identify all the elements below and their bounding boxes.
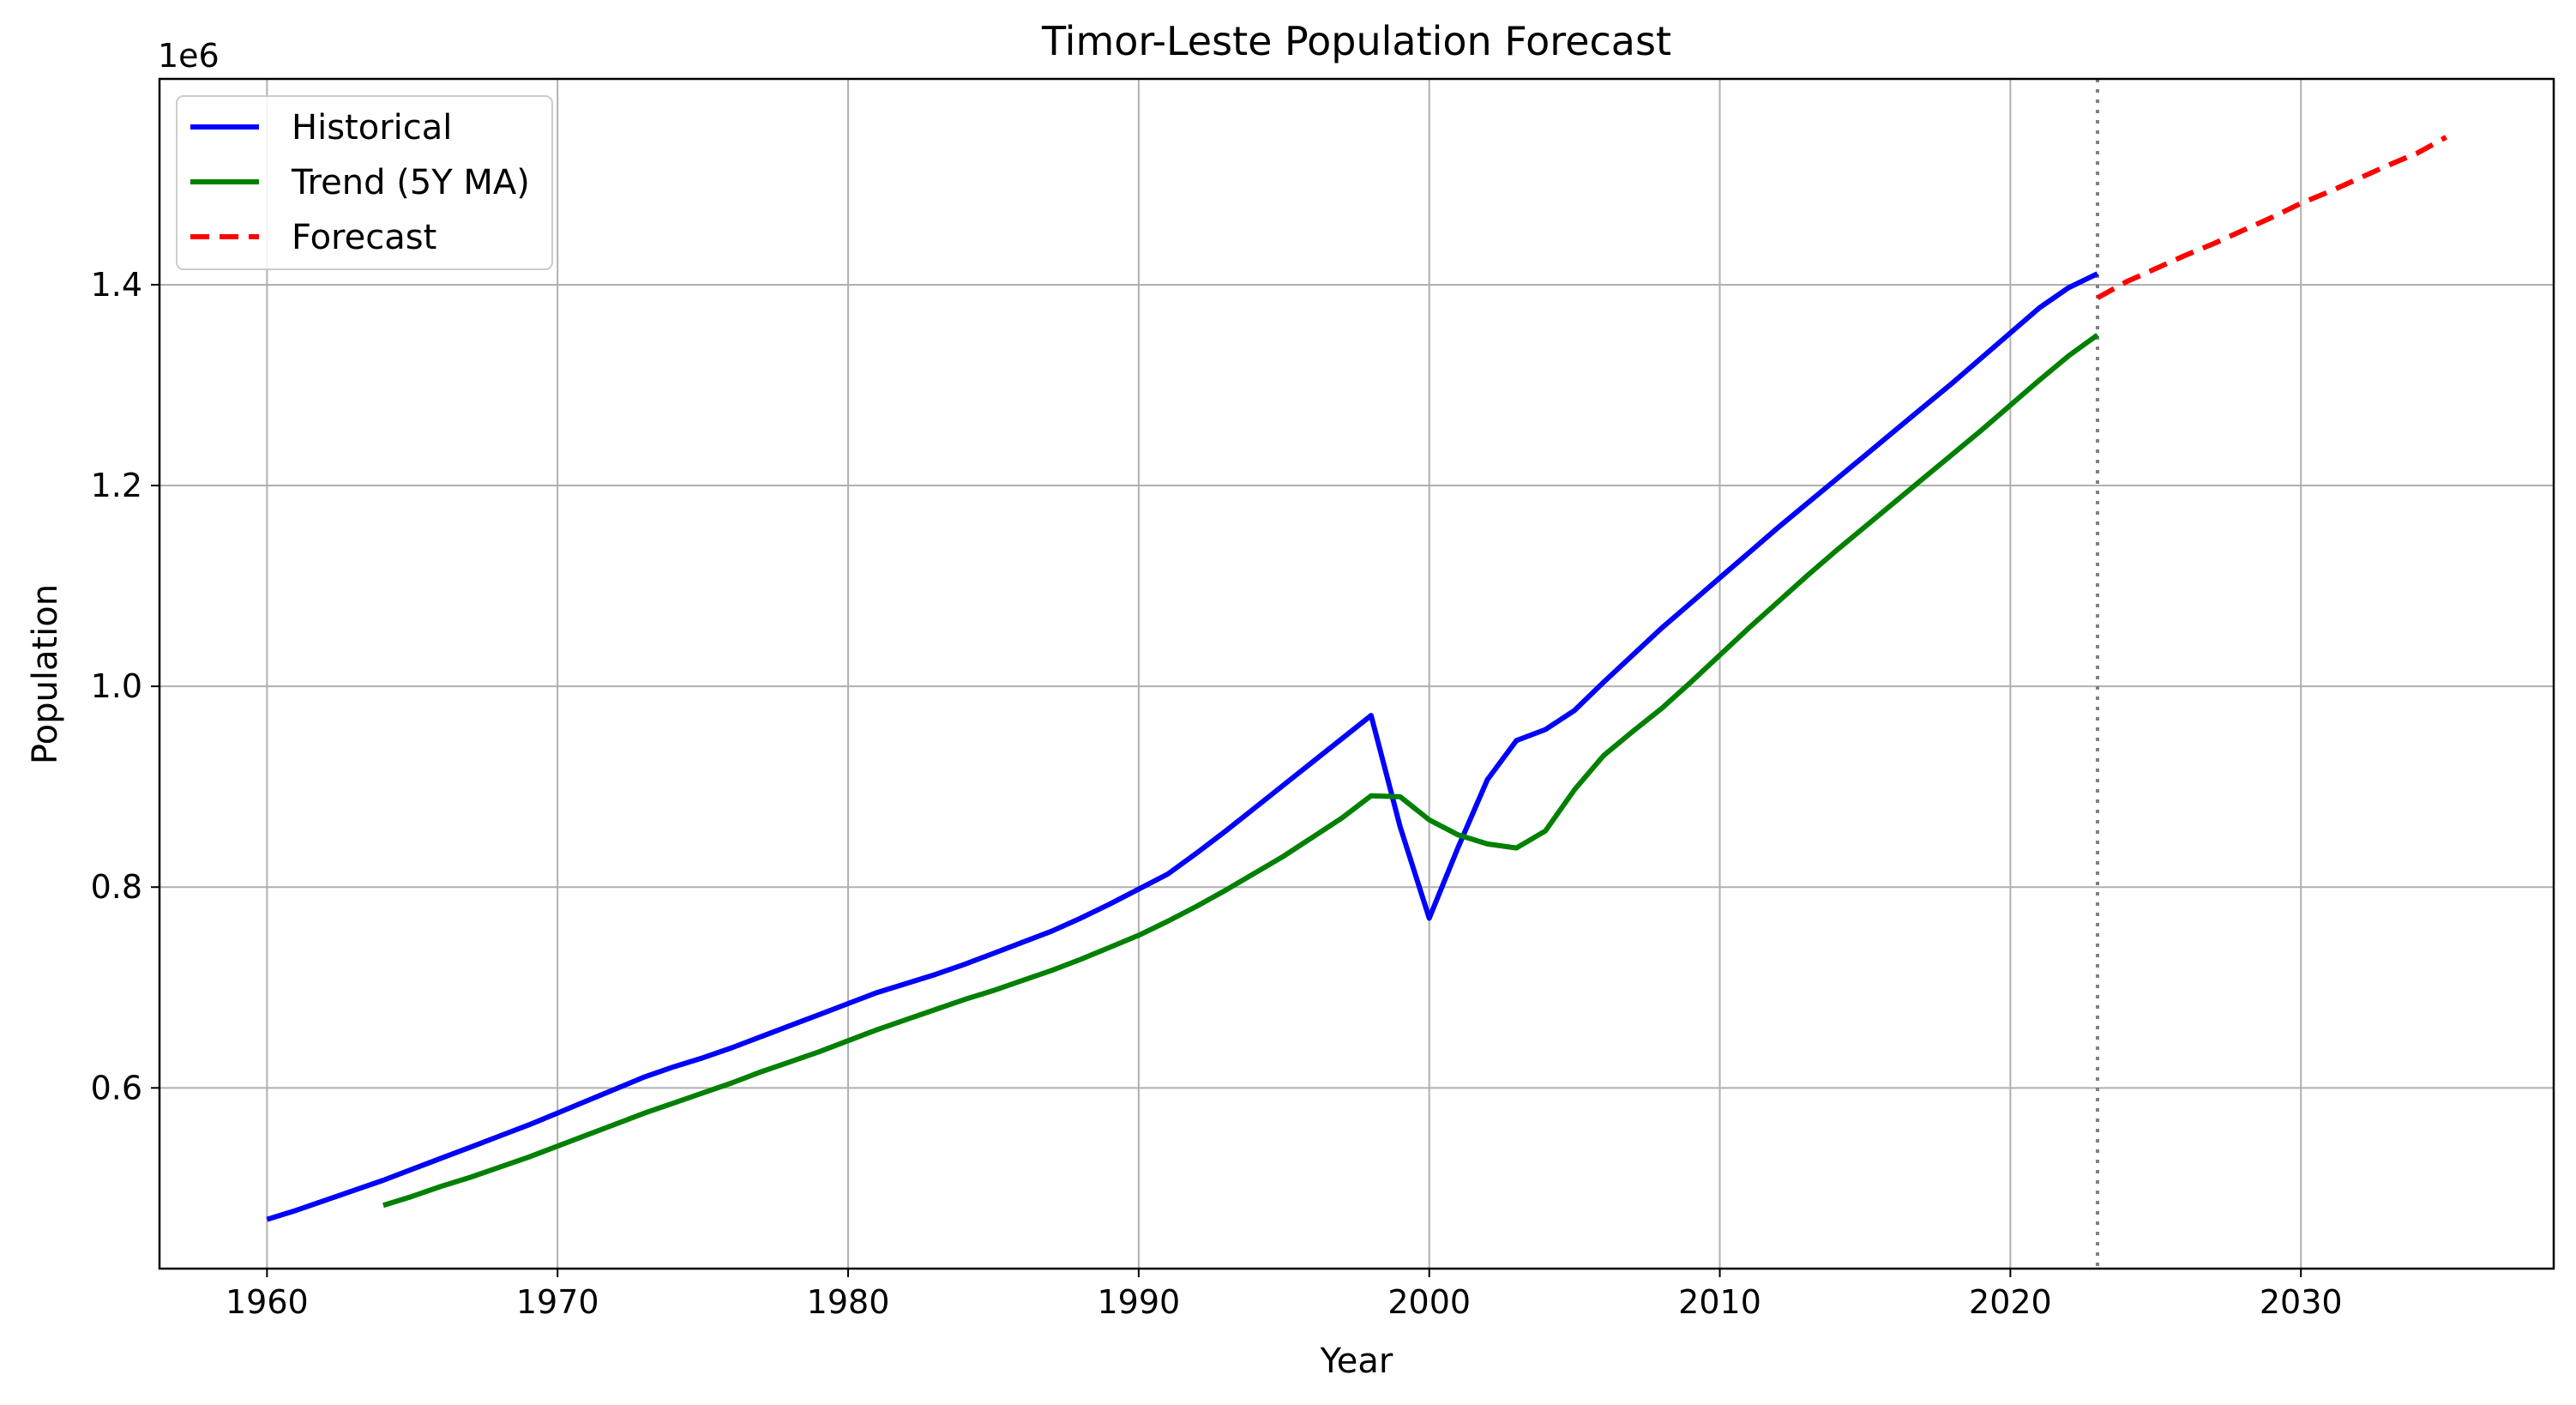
- x-axis-label: Year: [1320, 1342, 1393, 1381]
- series-line-trend-5y-ma: [382, 333, 2099, 1209]
- series-line-historical: [266, 271, 2099, 1222]
- x-tick-label: 1960: [226, 1283, 309, 1321]
- y-tick-label: 1.0: [91, 667, 142, 705]
- y-tick-label: 1.2: [91, 467, 142, 504]
- x-tick-label: 2010: [1678, 1283, 1761, 1321]
- x-tick-label: 1980: [807, 1283, 890, 1321]
- series-lines: [266, 135, 2448, 1222]
- series-line-forecast: [2096, 135, 2448, 300]
- legend-label-trend: Trend (5Y MA): [291, 163, 530, 202]
- y-axis-ticks: 0.6 0.8 1.0 1.2 1.4: [91, 266, 159, 1107]
- y-tick-label: 0.8: [91, 868, 142, 906]
- legend-label-historical: Historical: [292, 108, 452, 148]
- x-tick-label: 1970: [516, 1283, 599, 1321]
- legend: Historical Trend (5Y MA) Forecast: [176, 95, 553, 270]
- x-axis-ticks: 1960 1970 1980 1990 2000 2010 2020 2030: [226, 1269, 2343, 1321]
- legend-box: [176, 95, 553, 270]
- y-axis-label: Population: [26, 584, 65, 764]
- plot-background: [159, 79, 2554, 1269]
- y-tick-label: 0.6: [91, 1069, 142, 1107]
- y-tick-label: 1.4: [91, 266, 142, 304]
- grid-lines: [159, 79, 2554, 1269]
- x-tick-label: 2020: [1969, 1283, 2052, 1321]
- legend-label-forecast: Forecast: [292, 218, 436, 257]
- chart-title: Timor-Leste Population Forecast: [1041, 18, 1671, 64]
- y-axis-offset-text: 1e6: [158, 37, 220, 75]
- x-tick-label: 2030: [2260, 1283, 2343, 1321]
- plot-frame: [158, 77, 2555, 1270]
- x-tick-label: 1990: [1098, 1283, 1181, 1321]
- x-tick-label: 2000: [1387, 1283, 1471, 1321]
